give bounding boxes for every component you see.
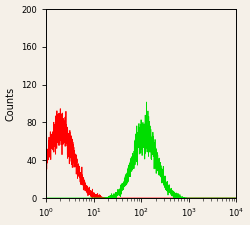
Y-axis label: Counts: Counts (6, 86, 16, 121)
